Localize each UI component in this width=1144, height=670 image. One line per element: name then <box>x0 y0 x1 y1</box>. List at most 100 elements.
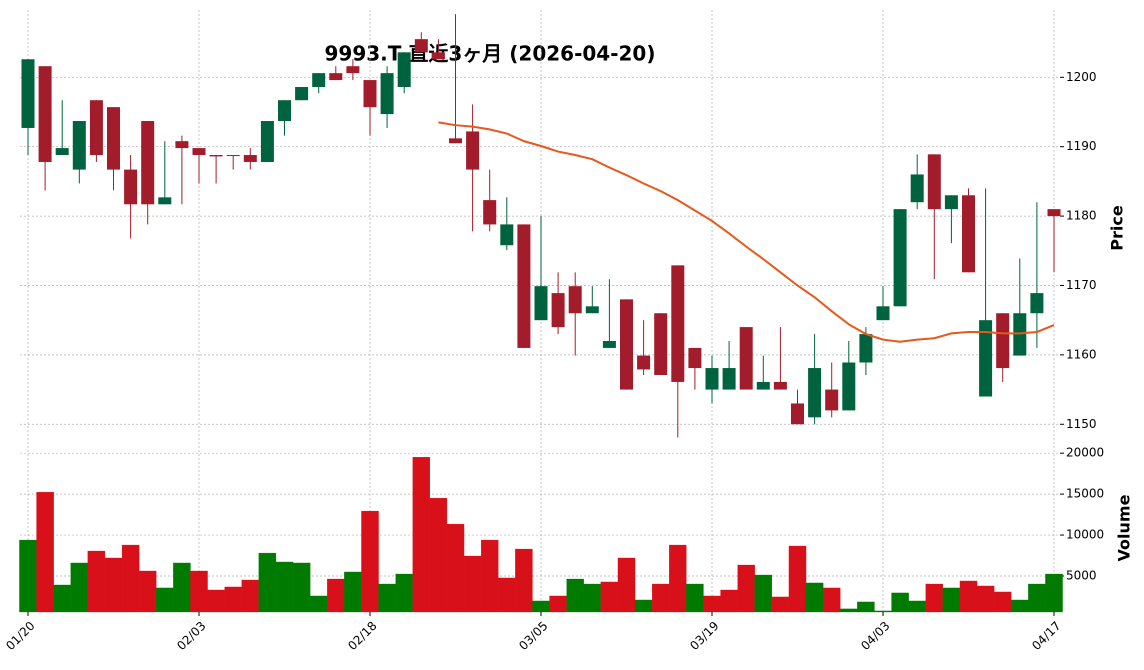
volume-bar <box>1028 583 1046 613</box>
chart-title: 9993.T 直近3ヶ月 (2026-04-20) <box>325 42 656 66</box>
volume-bar <box>549 595 567 613</box>
volume-bar <box>498 577 516 613</box>
volume-bar <box>36 492 54 613</box>
candle-body <box>414 39 428 53</box>
volume-bar <box>344 571 362 613</box>
volume-bar <box>395 573 413 613</box>
volume-bar <box>361 510 379 613</box>
candle-body <box>756 381 770 390</box>
volume-bar <box>771 596 790 613</box>
x-tick-label: 02/03 <box>174 619 208 653</box>
candle-body <box>1030 293 1044 314</box>
y-tick-label: 1150 <box>1066 417 1097 431</box>
candle-body <box>260 121 274 162</box>
volume-bar <box>224 586 242 613</box>
y-tick-label: 1160 <box>1066 347 1097 361</box>
volume-bar <box>720 589 738 613</box>
x-tick-label: 03/19 <box>687 619 721 653</box>
candle-body <box>996 313 1010 369</box>
candle-body <box>620 299 633 390</box>
volume-axis-label: Volume <box>1115 494 1134 561</box>
candle-body <box>363 80 377 108</box>
volume-bar <box>788 545 807 613</box>
volume-bar <box>840 608 858 613</box>
candle-body <box>55 148 69 156</box>
candle-body <box>466 131 480 170</box>
volume-bar <box>874 610 892 613</box>
volume-bar <box>994 591 1012 613</box>
volume-bar <box>634 599 653 613</box>
volume-bar <box>190 570 208 613</box>
volume-bar <box>857 601 875 613</box>
volume-bar <box>378 583 396 613</box>
candle-body <box>671 265 685 382</box>
candle-body <box>1047 209 1061 217</box>
volume-bar <box>976 585 995 613</box>
volume-bar <box>70 562 89 613</box>
y-tick-label: 10000 <box>1066 528 1104 542</box>
volume-bar <box>891 592 909 613</box>
volume-bar <box>532 600 550 613</box>
volume-bar <box>412 457 431 613</box>
y-tick-label: 15000 <box>1066 487 1104 501</box>
volume-bar <box>600 581 619 613</box>
volume-bar <box>617 557 636 613</box>
volume-bar <box>258 552 277 613</box>
candle-body <box>141 121 155 205</box>
candle-body <box>585 306 599 314</box>
volume-bar <box>104 557 123 613</box>
y-tick-label: 1190 <box>1066 139 1097 153</box>
candle-body <box>688 347 702 369</box>
candle-body <box>431 52 445 60</box>
volume-bar <box>737 564 755 613</box>
candle-body <box>979 320 993 397</box>
candle-body <box>312 73 326 88</box>
candle-body <box>192 148 206 156</box>
volume-bar <box>942 587 961 613</box>
candle-body <box>637 355 651 370</box>
candle-body <box>295 87 309 101</box>
candle-body <box>158 197 172 205</box>
volume-bar <box>275 561 294 613</box>
candle-body <box>927 154 941 210</box>
volume-bar <box>583 583 602 613</box>
candle-body <box>825 389 839 411</box>
volume-bar <box>908 600 926 613</box>
volume-bar <box>652 583 670 613</box>
volume-bar <box>121 544 140 613</box>
candle-body <box>568 286 582 314</box>
candle-body <box>842 362 856 411</box>
candle-body <box>551 293 565 328</box>
y-tick-label: 20000 <box>1066 446 1104 460</box>
volume-bar <box>566 578 584 613</box>
candle-body <box>910 174 924 203</box>
candle-body <box>226 155 240 157</box>
candle-body <box>722 368 736 390</box>
candle-body <box>329 73 343 81</box>
candle-body <box>1013 313 1027 356</box>
volume-bar <box>156 587 174 613</box>
candle-body <box>209 155 223 157</box>
candle-body <box>944 195 958 210</box>
candle-body <box>449 138 462 144</box>
volume-bar <box>480 539 499 613</box>
candle-body <box>705 368 719 390</box>
candle-body <box>517 224 531 348</box>
volume-bar <box>53 584 71 613</box>
candle-body <box>893 209 907 307</box>
candle-body <box>534 286 548 321</box>
x-tick-label: 02/18 <box>345 619 379 653</box>
candle-body <box>175 141 189 149</box>
volume-bar <box>241 579 260 613</box>
candle-body <box>654 313 668 375</box>
volume-bar <box>207 589 225 613</box>
candle-body <box>791 403 804 425</box>
volume-bar <box>463 555 482 613</box>
candle-body <box>346 66 360 74</box>
volume-bar <box>429 497 448 613</box>
volume-bar <box>173 562 191 613</box>
x-tick-label: 01/20 <box>3 619 37 653</box>
candle-body <box>124 169 138 205</box>
moving-average-line <box>438 121 1055 343</box>
